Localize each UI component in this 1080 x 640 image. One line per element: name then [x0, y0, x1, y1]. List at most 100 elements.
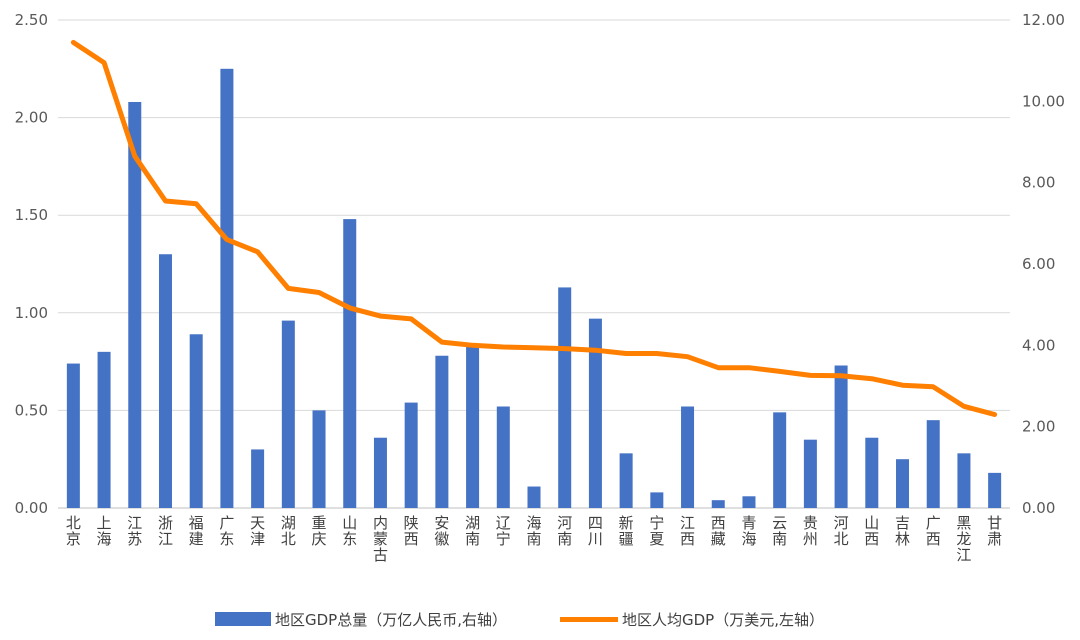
category-label: 青海 — [741, 514, 756, 548]
bar — [158, 254, 172, 508]
category-label: 河北 — [834, 514, 849, 548]
left-tick-label: 2.50 — [15, 11, 48, 29]
category-label: 湖南 — [465, 514, 480, 548]
category-label: 广西 — [926, 514, 941, 548]
bar-series — [66, 68, 1002, 509]
svg-text:新: 新 — [619, 514, 634, 532]
svg-text:江: 江 — [956, 546, 971, 564]
svg-text:建: 建 — [189, 530, 204, 548]
svg-text:徽: 徽 — [434, 530, 449, 548]
svg-text:西: 西 — [680, 530, 695, 548]
bar — [435, 355, 449, 508]
bar — [281, 320, 295, 508]
bar — [189, 334, 203, 508]
svg-text:南: 南 — [772, 530, 787, 548]
svg-text:重: 重 — [312, 514, 327, 532]
svg-text:黑: 黑 — [956, 514, 971, 532]
svg-text:西: 西 — [926, 530, 941, 548]
svg-text:藏: 藏 — [711, 530, 726, 548]
svg-text:上: 上 — [97, 514, 112, 532]
bar — [97, 351, 111, 508]
category-label: 山西 — [864, 514, 879, 548]
bar — [681, 406, 695, 508]
bar — [312, 410, 326, 508]
category-label: 重庆 — [312, 514, 327, 548]
bar — [988, 472, 1002, 508]
right-tick-label: 6.00 — [1022, 255, 1055, 273]
svg-text:天: 天 — [250, 514, 265, 532]
svg-text:江: 江 — [680, 514, 695, 532]
svg-text:山: 山 — [864, 514, 879, 532]
left-tick-label: 1.50 — [15, 206, 48, 224]
svg-text:辽: 辽 — [496, 514, 511, 532]
bar — [527, 486, 541, 508]
svg-text:西: 西 — [864, 530, 879, 548]
bar — [896, 459, 910, 508]
legend-bar-swatch — [215, 612, 271, 626]
svg-text:苏: 苏 — [127, 530, 142, 548]
svg-text:内: 内 — [373, 514, 388, 532]
svg-text:京: 京 — [66, 530, 81, 548]
right-tick-label: 2.00 — [1022, 418, 1055, 436]
svg-text:川: 川 — [588, 530, 603, 548]
svg-text:湖: 湖 — [465, 514, 480, 532]
svg-text:广: 广 — [926, 514, 941, 532]
bar — [128, 101, 142, 508]
right-tick-label: 4.00 — [1022, 336, 1055, 354]
category-label: 新疆 — [619, 514, 634, 548]
svg-text:东: 东 — [342, 530, 357, 548]
bar — [251, 449, 265, 508]
category-label: 内蒙古 — [373, 514, 388, 564]
svg-text:南: 南 — [465, 530, 480, 548]
svg-text:河: 河 — [557, 514, 572, 532]
bar — [220, 68, 234, 509]
bar — [66, 363, 80, 508]
bar — [373, 437, 387, 508]
bar — [773, 412, 787, 508]
bar — [650, 492, 664, 508]
svg-text:东: 东 — [219, 530, 234, 548]
svg-text:北: 北 — [281, 530, 296, 548]
left-tick-label: 2.00 — [15, 109, 48, 127]
bar — [404, 402, 418, 508]
category-label: 四川 — [588, 514, 603, 548]
bar — [957, 453, 971, 508]
category-axis: 北京上海江苏浙江福建广东天津湖北重庆山东内蒙古陕西安徽湖南辽宁海南河南四川新疆宁… — [66, 514, 1002, 564]
svg-text:北: 北 — [66, 514, 81, 532]
svg-text:西: 西 — [711, 514, 726, 532]
bar — [926, 420, 940, 508]
bar — [742, 496, 756, 508]
left-axis: 0.00 0.50 1.00 1.50 2.00 2.50 — [15, 11, 48, 517]
svg-text:山: 山 — [342, 514, 357, 532]
category-label: 陕西 — [404, 514, 419, 548]
legend-line-label: 地区人均GDP（万美元,左轴） — [622, 611, 824, 629]
svg-text:江: 江 — [158, 530, 173, 548]
svg-text:河: 河 — [834, 514, 849, 532]
svg-text:四: 四 — [588, 514, 603, 532]
category-label: 天津 — [250, 514, 265, 548]
svg-text:安: 安 — [434, 514, 449, 532]
svg-text:青: 青 — [741, 514, 756, 532]
right-tick-label: 0.00 — [1022, 499, 1055, 517]
svg-text:福: 福 — [189, 514, 204, 532]
category-label: 黑龙江 — [956, 514, 971, 564]
svg-text:湖: 湖 — [281, 514, 296, 532]
bar — [865, 437, 879, 508]
category-label: 西藏 — [711, 514, 726, 548]
svg-text:津: 津 — [250, 530, 265, 548]
category-label: 福建 — [189, 514, 204, 548]
category-label: 吉林 — [895, 514, 910, 548]
right-tick-label: 8.00 — [1022, 174, 1055, 192]
svg-text:庆: 庆 — [312, 530, 327, 548]
bar — [496, 406, 510, 508]
category-label: 山东 — [342, 514, 357, 548]
left-tick-label: 1.00 — [15, 304, 48, 322]
svg-text:贵: 贵 — [803, 514, 818, 532]
svg-text:古: 古 — [373, 546, 388, 564]
legend-bar-label: 地区GDP总量（万亿人民币,右轴） — [275, 611, 507, 629]
svg-text:海: 海 — [526, 514, 541, 532]
svg-text:广: 广 — [219, 514, 234, 532]
svg-text:海: 海 — [97, 530, 112, 548]
bar — [343, 219, 357, 508]
